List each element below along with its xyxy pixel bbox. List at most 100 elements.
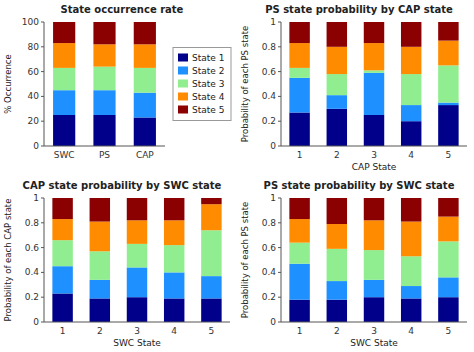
bar [364,22,384,43]
bar [53,68,75,90]
y-tick-label: 60 [28,67,40,77]
bar [52,219,72,240]
y-axis-line [44,198,45,322]
bar [401,74,421,105]
bar [134,44,156,68]
x-tick-label: 5 [446,326,452,336]
legend-label: State 4 [192,92,225,102]
bar [53,43,75,68]
y-axis-label: Probability of each PS state [240,26,250,143]
title: PS state probability by SWC state [264,180,455,191]
bar [164,298,184,322]
bars [52,198,221,322]
bars [289,198,458,322]
legend-swatch [178,54,188,62]
bar [93,44,115,66]
x-tick-label: 3 [134,326,140,336]
bar [327,22,347,47]
bar [401,298,421,322]
y-tick-label: 1 [33,193,39,203]
bar [127,244,147,268]
y-tick-label: 100 [22,17,39,27]
x-axis-line [44,322,230,323]
bar [364,43,384,70]
bar [401,256,421,286]
bar [289,219,309,243]
y-tick-label: 0.8 [25,218,40,228]
x-tick-label: 3 [371,150,377,160]
bar [401,198,421,222]
bar [164,220,184,245]
bar [401,222,421,257]
bar [289,198,309,219]
bars [289,22,458,146]
bar [438,198,458,217]
bar [164,245,184,272]
y-tick-label: 80 [28,42,40,52]
x-tick-label: 5 [446,150,452,160]
y-tick-label: 0.6 [262,243,277,253]
bar [134,93,156,118]
x-tick-label: CAP [136,150,154,160]
bar [401,105,421,121]
bar [327,109,347,146]
bar [53,115,75,146]
y-tick-label: 0.6 [25,243,40,253]
x-axis-line [281,146,467,147]
bar [53,22,75,43]
legend: State 1State 2State 3State 4State 5 [173,48,231,121]
bar [401,121,421,146]
y-tick-label: 0.4 [262,267,277,277]
bar [401,286,421,298]
bar [438,65,458,102]
bar [164,272,184,298]
legend-label: State 1 [192,53,224,63]
bar [364,280,384,297]
x-tick-label: 1 [60,326,66,336]
x-axis-label: CAP State [352,162,397,172]
bar [201,276,221,298]
bar [289,68,309,78]
y-axis-label: Probability of each CAP state [3,199,13,322]
bars [53,22,156,146]
y-tick-label: 0.2 [25,292,39,302]
x-tick-label: SWC [54,150,75,160]
bar [364,198,384,220]
y-tick-label: 1 [270,17,276,27]
title: PS state probability by CAP state [265,4,453,15]
x-tick-label: 2 [97,326,103,336]
bar [201,204,221,230]
bar [364,115,384,146]
bar [327,249,347,281]
bar [327,224,347,249]
bar [289,243,309,264]
bar [289,113,309,146]
bar [127,220,147,244]
bar [438,241,458,277]
x-tick-label: 2 [334,326,340,336]
y-tick-label: 0.8 [262,218,277,228]
bar [289,43,309,68]
bar [327,47,347,74]
bar [364,70,384,72]
bar [127,267,147,297]
legend-swatch [178,106,188,114]
bar [327,95,347,109]
bar [90,298,110,322]
legend-swatch [178,80,188,88]
bar [201,198,221,204]
y-tick-label: 40 [28,91,40,101]
x-tick-label: PS [99,150,110,160]
bar [364,297,384,322]
y-tick-label: 0.4 [262,91,277,101]
bar [364,73,384,115]
bar [164,198,184,220]
bar [289,78,309,113]
bar [438,41,458,66]
bar [134,117,156,146]
y-tick-label: 0.4 [25,267,40,277]
legend-swatch [178,67,188,75]
y-tick-label: 20 [28,116,40,126]
bar [364,220,384,250]
x-tick-label: 4 [408,150,414,160]
